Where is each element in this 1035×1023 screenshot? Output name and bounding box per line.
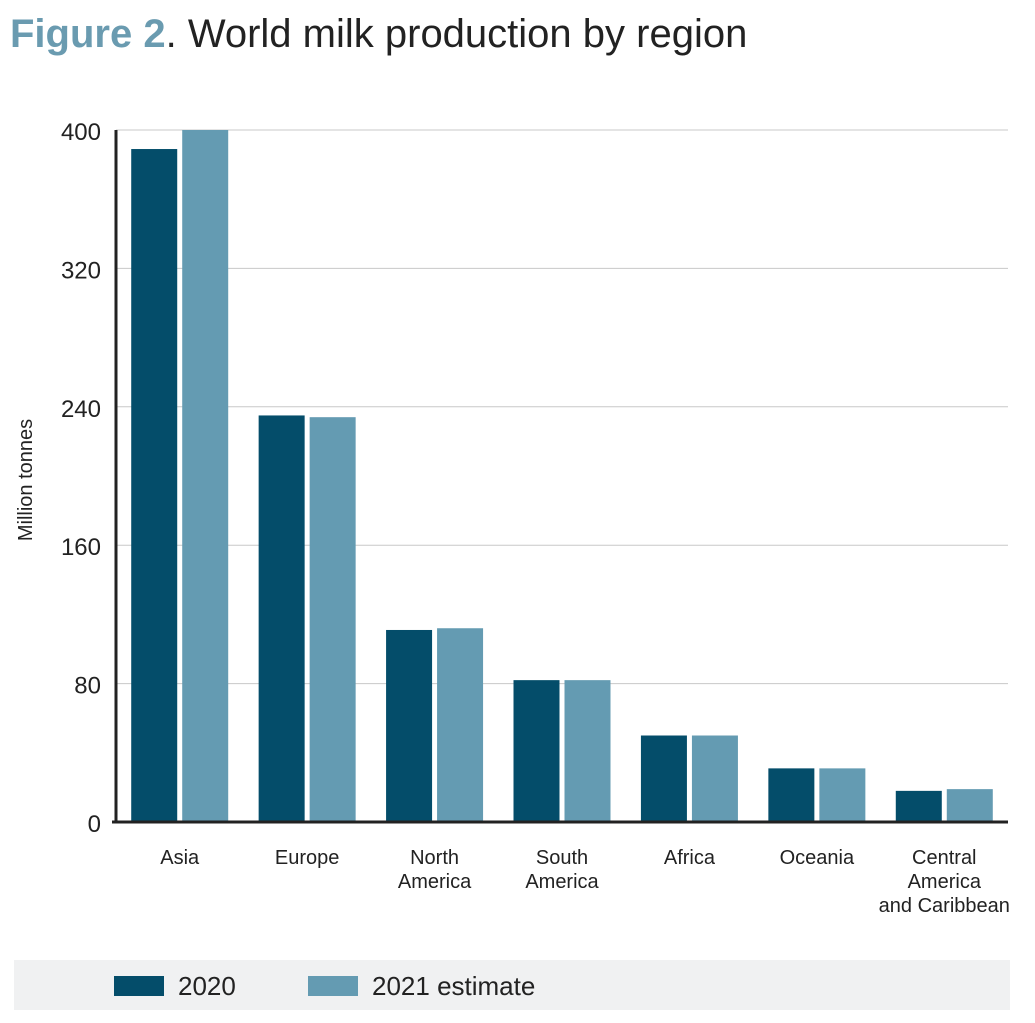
- legend: 2020 2021 estimate: [14, 960, 1010, 1010]
- legend-item-2021-estimate: 2021 estimate: [308, 970, 535, 1002]
- y-tick-label: 400: [61, 119, 101, 146]
- x-tick-label: Africa: [664, 847, 716, 869]
- bar-2021-estimate: [437, 628, 484, 822]
- bar-2020: [386, 629, 433, 822]
- legend-label-2020: 2020: [178, 970, 236, 1001]
- legend-label-2021-estimate: 2021 estimate: [372, 970, 536, 1001]
- y-tick-label: 160: [61, 534, 101, 561]
- bar-2021-estimate: [691, 735, 738, 822]
- bar-2020: [895, 790, 942, 822]
- bar-2021-estimate: [309, 417, 356, 822]
- bar-chart: 0 80 160 240 320 400 Million tonnes Asia Europe N…: [15, 119, 1010, 917]
- bar-2021-estimate: [819, 768, 866, 822]
- legend-swatch-2020: [114, 976, 164, 996]
- legend-item-2020: 2020: [114, 970, 236, 1002]
- figure-label: Figure 2: [10, 12, 166, 56]
- x-tick-label: North America: [398, 847, 472, 893]
- bar-2021-estimate: [946, 789, 993, 822]
- y-tick-label: 80: [74, 673, 101, 700]
- bar-2021-estimate: [564, 680, 611, 822]
- legend-swatch-2021-estimate: [308, 976, 358, 996]
- bar-2020: [768, 768, 815, 822]
- y-tick-label: 0: [88, 811, 101, 838]
- y-tick-label: 320: [61, 257, 101, 284]
- chart-title: Figure 2. World milk production by regio…: [10, 8, 747, 60]
- bar-2020: [513, 680, 560, 822]
- bar-2020: [258, 415, 305, 822]
- y-axis-label: Million tonnes: [15, 419, 37, 541]
- bar-2020: [131, 149, 178, 822]
- bar-2020: [640, 735, 687, 822]
- title-text: . World milk production by region: [165, 12, 748, 56]
- x-tick-label: Asia: [160, 847, 200, 869]
- x-tick-label: South America: [525, 847, 599, 893]
- bar-2021-estimate: [182, 130, 229, 822]
- x-tick-label: Europe: [275, 847, 340, 869]
- y-tick-label: 240: [61, 396, 101, 423]
- x-tick-label: Central America and Caribbean: [879, 847, 1010, 917]
- x-tick-label: Oceania: [780, 847, 855, 869]
